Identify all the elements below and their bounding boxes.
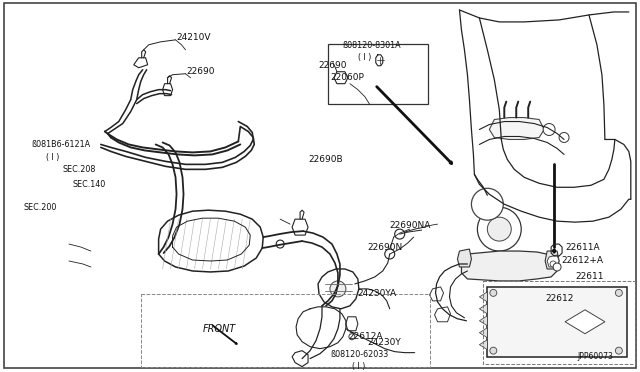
Text: 24230Y: 24230Y bbox=[368, 338, 401, 347]
Polygon shape bbox=[479, 304, 487, 314]
Text: ( I ): ( I ) bbox=[46, 153, 60, 162]
Circle shape bbox=[490, 347, 497, 354]
Text: 22690: 22690 bbox=[318, 61, 346, 70]
Polygon shape bbox=[490, 118, 544, 140]
Polygon shape bbox=[429, 287, 444, 301]
Text: 22690N: 22690N bbox=[368, 243, 403, 251]
Text: 24210V: 24210V bbox=[177, 33, 211, 42]
Circle shape bbox=[395, 229, 404, 239]
Text: 22060P: 22060P bbox=[330, 73, 364, 82]
Polygon shape bbox=[292, 219, 308, 235]
Text: 22611: 22611 bbox=[575, 272, 604, 282]
Circle shape bbox=[550, 261, 556, 267]
Polygon shape bbox=[547, 255, 559, 267]
Text: 22690: 22690 bbox=[186, 67, 215, 76]
Polygon shape bbox=[479, 328, 487, 338]
Polygon shape bbox=[565, 310, 605, 334]
Polygon shape bbox=[458, 249, 472, 267]
Circle shape bbox=[490, 289, 497, 296]
Text: 22690NA: 22690NA bbox=[390, 221, 431, 230]
Polygon shape bbox=[334, 72, 348, 84]
Polygon shape bbox=[435, 307, 451, 322]
Text: FRONT: FRONT bbox=[202, 324, 236, 334]
Text: 22611A: 22611A bbox=[565, 243, 600, 251]
Bar bbox=[328, 44, 428, 104]
Text: ß08120-8301A: ß08120-8301A bbox=[342, 41, 401, 50]
Polygon shape bbox=[461, 251, 557, 281]
Circle shape bbox=[330, 281, 346, 297]
Circle shape bbox=[472, 188, 503, 220]
Text: SEC.200: SEC.200 bbox=[23, 203, 56, 212]
Polygon shape bbox=[346, 317, 358, 331]
Circle shape bbox=[543, 124, 555, 135]
Polygon shape bbox=[159, 210, 263, 272]
Circle shape bbox=[559, 132, 569, 142]
Circle shape bbox=[477, 207, 521, 251]
Circle shape bbox=[385, 249, 395, 259]
Text: SEC.208: SEC.208 bbox=[63, 165, 97, 174]
Text: ß081B6-6121A: ß081B6-6121A bbox=[31, 140, 90, 149]
Polygon shape bbox=[545, 251, 559, 269]
Polygon shape bbox=[479, 292, 487, 302]
Text: ß08120-62033: ß08120-62033 bbox=[330, 350, 388, 359]
Circle shape bbox=[349, 334, 355, 340]
Circle shape bbox=[616, 347, 622, 354]
Polygon shape bbox=[318, 269, 359, 309]
Circle shape bbox=[553, 263, 561, 271]
Polygon shape bbox=[292, 351, 308, 366]
Text: 22612A: 22612A bbox=[348, 332, 382, 341]
Text: JPP60073: JPP60073 bbox=[577, 352, 613, 361]
Text: SEC.140: SEC.140 bbox=[73, 180, 106, 189]
Text: 24230YA: 24230YA bbox=[358, 289, 397, 298]
Circle shape bbox=[487, 217, 511, 241]
Text: 22612: 22612 bbox=[545, 294, 573, 303]
Circle shape bbox=[616, 289, 622, 296]
Text: ( I ): ( I ) bbox=[352, 362, 365, 371]
Text: 22612+A: 22612+A bbox=[561, 257, 603, 266]
Text: ( I ): ( I ) bbox=[358, 53, 371, 62]
Polygon shape bbox=[163, 84, 173, 96]
Text: 22690B: 22690B bbox=[308, 155, 342, 164]
Polygon shape bbox=[134, 58, 148, 68]
Polygon shape bbox=[479, 340, 487, 350]
Polygon shape bbox=[487, 287, 627, 357]
Circle shape bbox=[276, 240, 284, 248]
Polygon shape bbox=[479, 316, 487, 326]
